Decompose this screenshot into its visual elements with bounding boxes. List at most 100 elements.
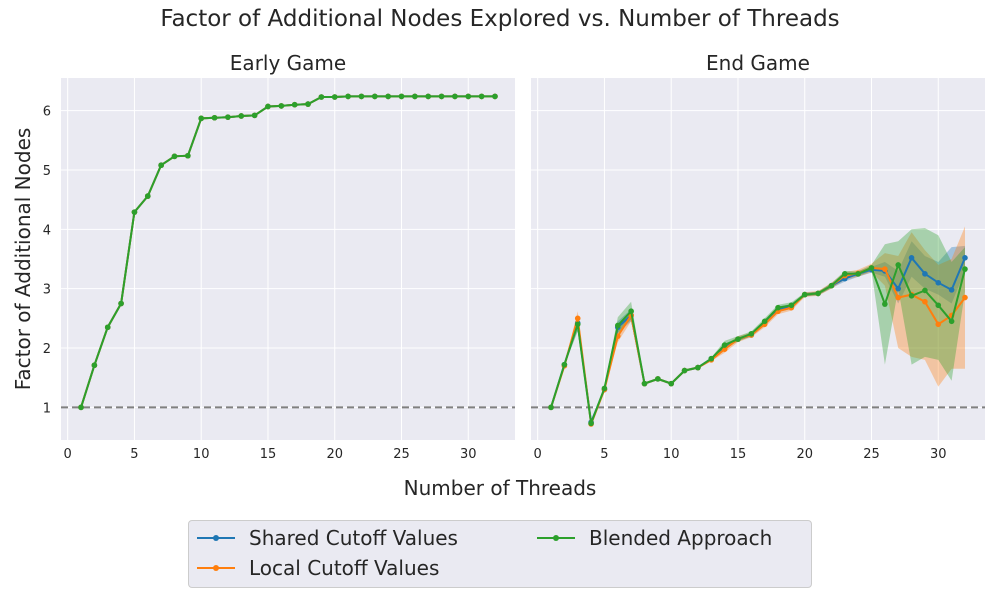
legend-item-blended: Blended Approach xyxy=(537,523,772,553)
data-point-blended xyxy=(628,308,634,315)
data-point-blended xyxy=(131,209,138,215)
subplot-title: Early Game xyxy=(230,51,346,75)
x-tick-label: 30 xyxy=(930,447,947,462)
data-point-blended xyxy=(158,162,164,169)
data-point-blended xyxy=(548,404,554,411)
data-point-blended xyxy=(345,93,351,100)
data-point-blended xyxy=(668,380,675,387)
data-point-local xyxy=(922,298,928,305)
data-point-shared xyxy=(948,287,955,293)
data-point-blended xyxy=(775,304,781,311)
y-axis-label: Factor of Additional Nodes xyxy=(11,128,35,391)
x-tick-label: 5 xyxy=(130,447,138,462)
data-point-blended xyxy=(788,302,795,309)
x-tick-label: 25 xyxy=(863,447,880,462)
data-point-blended xyxy=(371,93,378,100)
data-point-blended xyxy=(478,93,485,100)
data-point-blended xyxy=(305,101,311,107)
x-tick-label: 10 xyxy=(193,447,210,462)
x-tick-label: 20 xyxy=(326,447,343,462)
data-point-blended xyxy=(425,93,432,100)
legend-swatch-blended xyxy=(537,532,575,544)
x-tick-label: 10 xyxy=(663,447,680,462)
x-tick-label: 20 xyxy=(796,447,813,462)
data-point-blended xyxy=(561,361,568,368)
data-point-blended xyxy=(748,330,755,337)
data-point-blended xyxy=(588,420,594,427)
data-point-blended xyxy=(855,271,861,277)
data-point-blended xyxy=(358,93,365,100)
data-point-blended xyxy=(655,376,661,382)
data-point-blended xyxy=(278,103,285,109)
x-tick-label: 25 xyxy=(393,447,410,462)
data-point-blended xyxy=(465,93,472,100)
data-point-blended xyxy=(681,367,688,374)
series-line-blended xyxy=(550,262,966,424)
data-point-local xyxy=(895,294,902,301)
data-point-blended xyxy=(708,355,715,362)
data-point-blended xyxy=(882,301,888,307)
y-tick-label: 5 xyxy=(43,164,51,179)
y-tick-label: 6 xyxy=(43,105,51,120)
data-point-blended xyxy=(185,152,191,159)
data-point-blended xyxy=(721,342,728,348)
x-tick-label: 0 xyxy=(534,447,542,462)
data-point-blended xyxy=(895,262,902,268)
legend-label-local: Local Cutoff Values xyxy=(249,556,440,580)
legend-swatch-shared xyxy=(197,532,235,544)
data-point-blended xyxy=(761,318,768,325)
data-point-blended xyxy=(291,101,298,108)
data-point-blended xyxy=(238,113,245,119)
data-point-blended xyxy=(868,265,875,271)
data-point-blended xyxy=(385,93,391,100)
data-point-blended xyxy=(452,93,458,100)
x-tick-label: 5 xyxy=(600,447,608,462)
data-point-blended xyxy=(948,318,955,325)
legend-swatch-local xyxy=(197,562,235,574)
data-point-blended xyxy=(801,291,808,298)
data-point-blended xyxy=(144,193,151,199)
data-point-local xyxy=(935,321,942,328)
data-point-blended xyxy=(318,94,325,100)
y-tick-label: 2 xyxy=(43,342,51,357)
y-tick-label: 1 xyxy=(43,401,51,416)
data-point-blended xyxy=(171,153,178,160)
data-point-shared xyxy=(908,255,915,261)
subplot-title: End Game xyxy=(706,51,810,75)
data-point-blended xyxy=(225,114,231,120)
legend-item-shared: Shared Cutoff Values xyxy=(197,523,458,553)
legend: Shared Cutoff Values Local Cutoff Values… xyxy=(188,520,812,588)
data-point-blended xyxy=(614,322,621,329)
series-line-local xyxy=(550,266,966,425)
data-point-blended xyxy=(438,93,445,100)
data-point-shared xyxy=(895,285,902,292)
data-point-blended xyxy=(922,287,928,294)
y-tick-label: 3 xyxy=(43,283,51,298)
data-point-blended xyxy=(211,114,218,121)
data-point-blended xyxy=(331,94,338,100)
legend-label-shared: Shared Cutoff Values xyxy=(249,526,458,550)
data-point-blended xyxy=(412,93,418,100)
subplot-end-game: 0 5 10 15 20 25 30 End Game xyxy=(531,51,985,462)
x-axis-label: Number of Threads xyxy=(404,476,597,500)
data-point-blended xyxy=(815,290,821,297)
data-point-blended xyxy=(962,266,968,272)
data-point-blended xyxy=(935,302,942,309)
data-point-blended xyxy=(398,93,405,100)
figure-title: Factor of Additional Nodes Explored vs. … xyxy=(160,6,840,32)
data-point-blended xyxy=(908,292,915,299)
y-tick-label: 4 xyxy=(43,223,51,238)
data-point-blended xyxy=(601,385,608,392)
data-point-blended xyxy=(574,321,581,328)
legend-item-local: Local Cutoff Values xyxy=(197,553,439,583)
data-point-local xyxy=(962,294,968,301)
data-point-blended xyxy=(492,93,498,100)
data-point-blended xyxy=(118,300,124,307)
subplot-early-game: 0 5 10 15 20 25 30 1 2 3 4 5 6 Early Game xyxy=(43,51,515,462)
data-point-blended xyxy=(265,103,271,110)
data-point-blended xyxy=(735,336,741,342)
data-point-blended xyxy=(695,364,701,371)
data-point-local xyxy=(882,266,888,272)
plot-area xyxy=(61,78,515,440)
